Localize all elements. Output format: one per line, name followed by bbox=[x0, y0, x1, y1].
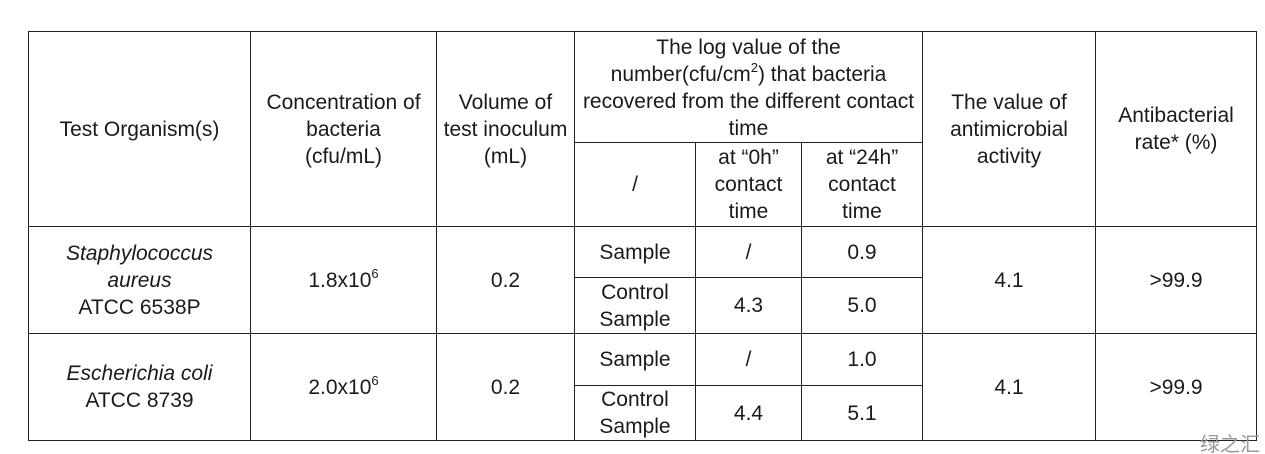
header-text: Volume of test inoculum (mL) bbox=[443, 90, 568, 168]
strain: ATCC 6538P bbox=[78, 295, 201, 319]
log-cell: / bbox=[695, 226, 802, 278]
log-cell: 1.0 bbox=[800, 333, 924, 386]
log-cell: 5.1 bbox=[800, 385, 924, 441]
subheader-text: at “24h” contact time bbox=[825, 146, 899, 223]
log-cell: 4.3 bbox=[695, 277, 802, 334]
concentration-exponent: 6 bbox=[371, 265, 379, 281]
organism-cell: Staphylococcus aureus ATCC 6538P bbox=[28, 226, 251, 334]
subheader-text: at “0h” contact time bbox=[714, 146, 783, 223]
activity-cell: 4.1 bbox=[922, 333, 1097, 441]
log-text: Control Sample bbox=[599, 388, 671, 438]
log-text: 4.3 bbox=[733, 294, 764, 317]
subheader-cell: at “0h” contact time bbox=[695, 142, 802, 227]
log-text: / bbox=[745, 348, 752, 371]
log-text: / bbox=[745, 240, 752, 264]
log-cell: Control Sample bbox=[574, 385, 696, 441]
organism-cell: Escherichia coli ATCC 8739 bbox=[28, 333, 251, 441]
header-text: Concentration of bacteria (cfu/mL) bbox=[266, 90, 421, 168]
data-row: Escherichia coli ATCC 8739 2.0x106 0.2 Sampl… bbox=[28, 333, 1258, 441]
header-text: The value of antimicrobial activity bbox=[950, 90, 1068, 168]
header-text: Antibacterial rate* (%) bbox=[1118, 104, 1234, 154]
subheader-cell: at “24h” contact time bbox=[800, 142, 924, 227]
data-row: Control Sample 4.3 5.0 bbox=[29, 277, 1257, 334]
header-cell: Test Organism(s) bbox=[28, 31, 251, 227]
header-text: Test Organism(s) bbox=[59, 117, 220, 141]
species: Escherichia coli bbox=[66, 362, 213, 385]
log-text: Sample bbox=[599, 348, 671, 371]
concentration-base: 1.8x10 bbox=[308, 268, 372, 292]
subheader-row: / at “0h” contact time at “24h” contact … bbox=[29, 142, 1257, 227]
volume-cell: 0.2 bbox=[436, 333, 575, 441]
log-cell: / bbox=[695, 333, 802, 386]
volume: 0.2 bbox=[490, 268, 521, 292]
strain: ATCC 8739 bbox=[85, 389, 194, 412]
header-text: The log value of the number(cfu/cm bbox=[610, 36, 841, 86]
superscript: 2 bbox=[750, 60, 758, 75]
rate: >99.9 bbox=[1149, 375, 1203, 399]
subheader-text: / bbox=[632, 173, 638, 196]
activity: 4.1 bbox=[994, 268, 1024, 292]
header-cell: Volume of test inoculum (mL) bbox=[436, 31, 575, 227]
header-cell: Concentration of bacteria (cfu/mL) bbox=[250, 31, 437, 227]
log-text: Sample bbox=[599, 240, 671, 264]
results-table: Test Organism(s) Concentration of bacter… bbox=[28, 31, 1258, 441]
activity: 4.1 bbox=[994, 375, 1024, 399]
concentration-exponent: 6 bbox=[371, 372, 379, 388]
concentration-base: 2.0x10 bbox=[308, 375, 372, 399]
log-text: 1.0 bbox=[847, 348, 877, 371]
rate-cell: >99.9 bbox=[1095, 333, 1258, 441]
log-cell: Control Sample bbox=[574, 277, 696, 334]
subheader-cell: / bbox=[574, 142, 696, 227]
header-row: Test Organism(s) Concentration of bacter… bbox=[28, 31, 1258, 227]
log-cell: Sample bbox=[574, 226, 696, 278]
header-text: ) that bacteria recovered from the diffe… bbox=[582, 63, 915, 140]
activity-cell: 4.1 bbox=[922, 226, 1097, 334]
species: Staphylococcus aureus bbox=[65, 241, 214, 292]
log-text: Control Sample bbox=[599, 280, 671, 331]
log-cell: 4.4 bbox=[695, 385, 802, 441]
concentration-cell: 1.8x106 bbox=[250, 226, 437, 334]
watermark: 绿之汇 bbox=[1200, 434, 1260, 454]
volume-cell: 0.2 bbox=[436, 226, 575, 334]
rate-cell: >99.9 bbox=[1095, 226, 1258, 334]
log-text: 5.1 bbox=[847, 401, 877, 425]
log-text: 5.0 bbox=[847, 294, 877, 317]
header-cell: The value of antimicrobial activity bbox=[922, 31, 1097, 227]
log-cell: 0.9 bbox=[800, 226, 924, 278]
log-text: 4.4 bbox=[733, 401, 764, 425]
log-text: 0.9 bbox=[847, 240, 877, 264]
data-row: Control Sample 4.4 5.1 bbox=[29, 385, 1257, 441]
header-cell: Antibacterial rate* (%) bbox=[1095, 31, 1258, 227]
rate: >99.9 bbox=[1149, 268, 1203, 292]
log-cell: 5.0 bbox=[800, 277, 924, 334]
data-row: Staphylococcus aureus ATCC 6538P 1.8x106 0.… bbox=[28, 226, 1258, 334]
log-cell: Sample bbox=[574, 333, 696, 386]
header-cell: The log value of the number(cfu/cm2) tha… bbox=[573, 31, 924, 143]
concentration-cell: 2.0x106 bbox=[250, 333, 437, 441]
volume: 0.2 bbox=[490, 375, 521, 399]
